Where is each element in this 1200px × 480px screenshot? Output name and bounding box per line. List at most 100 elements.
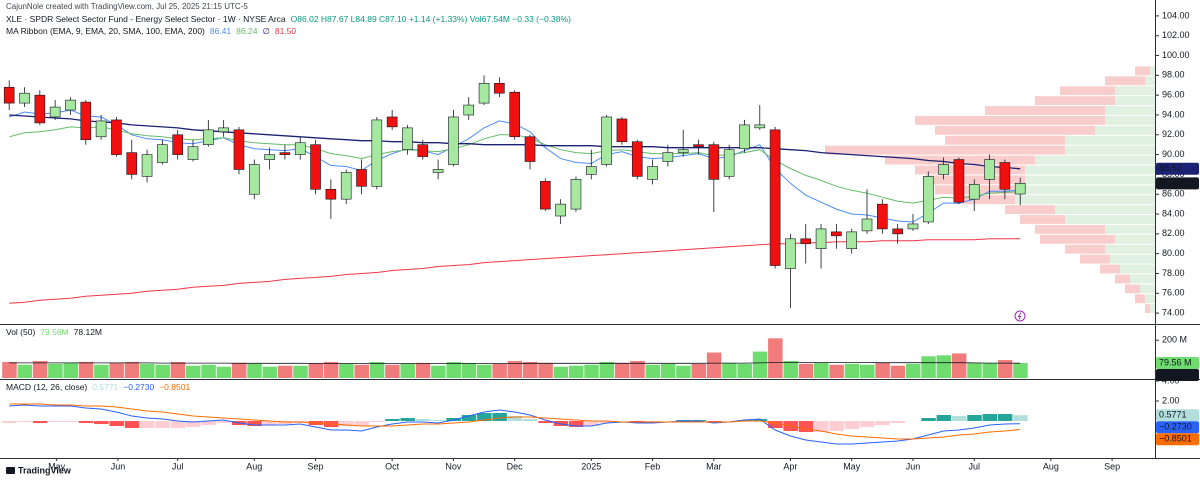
profile-up — [1065, 135, 1155, 145]
indicator-title[interactable]: Vol (50) — [6, 327, 36, 337]
x-tick-label: Aug — [246, 461, 262, 471]
profile-up — [1115, 86, 1155, 96]
profile-up — [1150, 66, 1155, 76]
profile-down — [1105, 76, 1145, 86]
event-icon[interactable] — [1014, 310, 1026, 322]
y-tick-label: 98.00 — [1162, 70, 1185, 80]
volume-bar — [477, 364, 492, 378]
histogram-bar — [369, 421, 385, 422]
volume-bar — [936, 355, 952, 378]
histogram-bar — [997, 414, 1013, 421]
volume-bar — [568, 365, 584, 378]
volume-bar — [737, 363, 752, 378]
indicator-title[interactable]: MACD (12, 26, close) — [6, 382, 88, 392]
histogram-bar — [553, 421, 569, 426]
histogram-bar — [461, 415, 477, 421]
volume-legend: Vol (50) 79.56M 78.12M — [6, 327, 102, 337]
indicator-title[interactable]: MA Ribbon (EMA, 9, EMA, 20, SMA, 100, EM… — [6, 26, 205, 36]
macd-legend: MACD (12, 26, close) 0.5771 −0.2730 −0.8501 — [6, 382, 190, 392]
histogram-bar — [109, 421, 124, 426]
profile-down — [1135, 294, 1145, 304]
candle-body — [708, 144, 720, 180]
symbol[interactable]: XLE · SPDR Select Sector Fund - Energy S… — [6, 14, 286, 24]
y-tick-label: 86.00 — [1162, 189, 1185, 199]
volume-bar — [1013, 362, 1028, 378]
candle-body — [356, 169, 367, 187]
volume-bar — [538, 362, 553, 378]
axis-value-label: 87.10 — [1159, 178, 1182, 188]
histogram-bar — [829, 421, 844, 431]
profile-down — [985, 106, 1105, 115]
profile-down — [1145, 304, 1150, 314]
y-tick-label: 96.00 — [1162, 90, 1185, 100]
x-tick-label: Jun — [111, 461, 126, 471]
profile-up — [1035, 155, 1155, 165]
histogram-bar — [140, 421, 155, 428]
histogram-bar — [752, 419, 768, 421]
histogram-bar — [155, 421, 170, 428]
candle-body — [19, 92, 30, 104]
y-tick-label: 74.00 — [1162, 307, 1185, 317]
axis-value-box — [1156, 368, 1199, 381]
candle-body — [310, 144, 321, 190]
histogram-bar — [890, 421, 906, 423]
volume-bar — [109, 362, 124, 378]
histogram-bar — [523, 419, 538, 421]
candle-body — [662, 152, 674, 162]
histogram-bar — [247, 421, 262, 426]
volume-bar — [783, 361, 798, 378]
profile-down — [825, 145, 1065, 155]
profile-down — [915, 115, 1105, 125]
candle-body — [877, 203, 888, 230]
profile-down — [1080, 254, 1110, 264]
volume-bar — [967, 362, 982, 378]
candle-body — [111, 119, 122, 155]
legend-value: −0.8501 — [159, 382, 191, 392]
histogram-bar — [584, 421, 599, 426]
volume-bar — [63, 362, 78, 378]
candle-body — [631, 141, 643, 177]
symbol-row: XLE · SPDR Select Sector Fund - Energy S… — [6, 14, 571, 24]
profile-up — [1055, 205, 1155, 215]
histogram-bar — [936, 415, 952, 421]
profile-down — [1040, 234, 1115, 244]
x-tick-label: Jul — [172, 461, 184, 471]
histogram-bar — [951, 416, 967, 421]
candle-body — [815, 228, 827, 250]
y-tick-label: 84.00 — [1162, 208, 1185, 218]
histogram-bar — [477, 413, 492, 421]
candle-body — [49, 106, 61, 118]
profile-up — [1025, 175, 1155, 185]
volume-bar — [415, 362, 431, 378]
volume-bar — [492, 363, 507, 378]
axis-value-box — [1156, 409, 1199, 422]
histogram-bar — [17, 421, 33, 422]
histogram-bar — [63, 421, 78, 422]
profile-up — [1015, 195, 1155, 205]
profile-up — [1105, 244, 1155, 254]
candle-body — [325, 188, 337, 200]
volume-bar — [645, 364, 661, 378]
volume-bar — [201, 364, 216, 378]
macd-line — [9, 404, 1021, 445]
quote: O86.02 H87.67 L84.89 C87.10 +1.14 (+1.33… — [290, 14, 571, 24]
volume-bar — [308, 362, 324, 378]
x-tick-label: Sep — [1104, 461, 1120, 471]
candle-body — [463, 104, 475, 116]
candle-body — [555, 203, 566, 217]
axis-value-box — [1156, 433, 1199, 446]
candle-body — [968, 184, 980, 200]
candle-body — [126, 152, 138, 175]
signal-line — [9, 403, 1021, 440]
x-tick-label: Jun — [906, 461, 921, 471]
y-tick-label: 94.00 — [1162, 109, 1185, 119]
ma-line — [9, 114, 1021, 170]
volume-bar — [507, 361, 523, 378]
x-tick-label: Sep — [308, 461, 324, 471]
candle-body — [248, 164, 260, 195]
histogram-bar — [354, 421, 370, 426]
volume-bar — [814, 362, 829, 378]
candle-body — [218, 127, 229, 133]
y-tick-label: 92.00 — [1162, 129, 1185, 139]
